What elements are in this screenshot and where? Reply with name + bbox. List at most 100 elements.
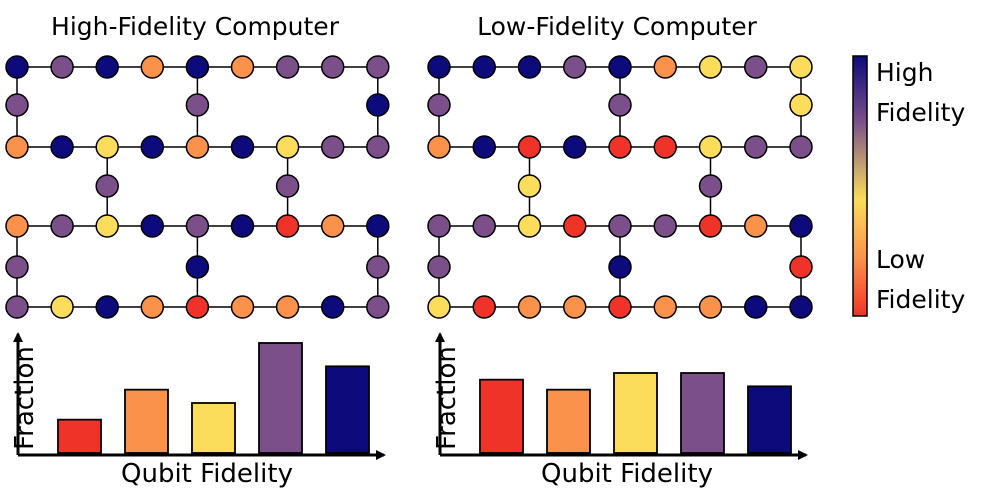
qubit-node-red (275, 214, 300, 238)
qubit-node-red (185, 295, 210, 319)
qubit-node-yellow (275, 135, 300, 159)
qubit-node-yellow (50, 295, 74, 319)
qubit-node-orange (653, 295, 677, 319)
qubit-node-orange (5, 214, 29, 238)
bar-purple (680, 372, 725, 454)
qubit-node-navy (185, 55, 210, 79)
qubit-node-purple (563, 55, 587, 79)
qubit-node-yellow (95, 214, 119, 238)
bar-red (57, 418, 102, 454)
qubit-node-purple (744, 55, 768, 79)
qubit-node-navy (95, 55, 119, 79)
qubit-node-orange (230, 55, 255, 79)
qubit-node-orange (185, 135, 210, 159)
fidelity-histogram: Qubit Fidelity Fraction (10, 332, 386, 489)
qubit-node-purple (608, 93, 632, 117)
qubit-node-yellow (698, 135, 723, 159)
qubit-node-red (563, 214, 587, 238)
histogram-bars (57, 342, 370, 454)
colorbar-gradient (852, 55, 868, 317)
bar-orange (124, 388, 169, 454)
x-axis-label: Qubit Fidelity (541, 459, 713, 489)
qubit-node-purple (366, 135, 390, 159)
qubit-node-navy (427, 55, 451, 79)
qubit-node-navy (140, 214, 165, 238)
qubit-node-orange (744, 214, 768, 238)
qubit-node-navy (95, 295, 119, 319)
qubit-node-purple (698, 174, 723, 198)
qubit-node-navy (320, 295, 345, 319)
qubit-node-purple (275, 55, 300, 79)
qubit-node-yellow (789, 93, 813, 117)
qubit-node-red (608, 295, 632, 319)
panel-title: High-Fidelity Computer (51, 12, 340, 41)
qubit-node-navy (789, 214, 813, 238)
qubit-node-purple (50, 55, 74, 79)
colorbar-low-label-2: Fidelity (876, 285, 965, 314)
qubit-lattice (5, 55, 390, 319)
qubit-node-navy (5, 55, 29, 79)
histogram-bars (479, 372, 792, 454)
bar-orange (546, 388, 591, 454)
qubit-node-navy (50, 135, 74, 159)
x-axis-label: Qubit Fidelity (121, 459, 293, 489)
fidelity-histogram: Qubit Fidelity Fraction (432, 332, 808, 489)
qubit-node-orange (653, 55, 677, 79)
qubit-node-navy (472, 135, 496, 159)
qubit-node-orange (517, 295, 542, 319)
colorbar-high-label-2: Fidelity (876, 98, 965, 127)
qubit-node-purple (5, 255, 29, 279)
bar-purple (258, 342, 303, 454)
qubit-node-purple (185, 93, 210, 117)
qubit-node-navy (185, 255, 210, 279)
qubit-node-purple (744, 135, 768, 159)
qubit-node-navy (230, 135, 255, 159)
qubit-node-yellow (789, 55, 813, 79)
qubit-node-orange (320, 214, 345, 238)
high-fidelity-panel: High-Fidelity Computer Qubit Fidelity Fr… (5, 12, 390, 489)
qubit-node-navy (366, 93, 390, 117)
qubit-node-orange (563, 295, 587, 319)
colorbar-high-label: High (876, 58, 933, 87)
qubit-node-purple (427, 255, 451, 279)
qubit-node-navy (366, 214, 390, 238)
qubit-node-purple (320, 135, 345, 159)
qubit-node-purple (366, 255, 390, 279)
qubit-node-purple (427, 93, 451, 117)
qubit-node-yellow (517, 214, 542, 238)
qubit-node-orange (427, 135, 451, 159)
y-axis-label: Fraction (10, 346, 40, 450)
bar-yellow (191, 402, 236, 454)
qubit-node-yellow (698, 55, 723, 79)
qubit-node-yellow (95, 135, 119, 159)
qubit-node-purple (320, 55, 345, 79)
qubit-lattice (427, 55, 813, 319)
qubit-node-purple (427, 214, 451, 238)
qubit-node-orange (140, 295, 165, 319)
colorbar-low-label: Low (876, 245, 925, 274)
qubit-node-purple (608, 214, 632, 238)
bar-yellow (613, 372, 658, 454)
qubit-node-red (608, 135, 632, 159)
qubit-node-navy (563, 135, 587, 159)
qubit-node-purple (366, 55, 390, 79)
qubit-node-purple (185, 214, 210, 238)
fidelity-colorbar: High Fidelity Low Fidelity (852, 55, 965, 317)
bar-navy (747, 385, 792, 454)
qubit-node-purple (366, 295, 390, 319)
qubit-node-yellow (427, 295, 451, 319)
qubit-node-navy (608, 255, 632, 279)
qubit-node-orange (140, 55, 165, 79)
qubit-node-purple (5, 93, 29, 117)
qubit-node-navy (140, 135, 165, 159)
qubit-node-purple (5, 295, 29, 319)
qubit-node-purple (275, 174, 300, 198)
qubit-node-purple (472, 214, 496, 238)
qubit-node-red (698, 214, 723, 238)
bar-navy (325, 365, 370, 454)
qubit-node-purple (653, 214, 677, 238)
low-fidelity-panel: Low-Fidelity Computer Qubit Fidelity Fra… (427, 12, 813, 489)
bar-red (479, 378, 524, 454)
qubit-node-red (472, 295, 496, 319)
